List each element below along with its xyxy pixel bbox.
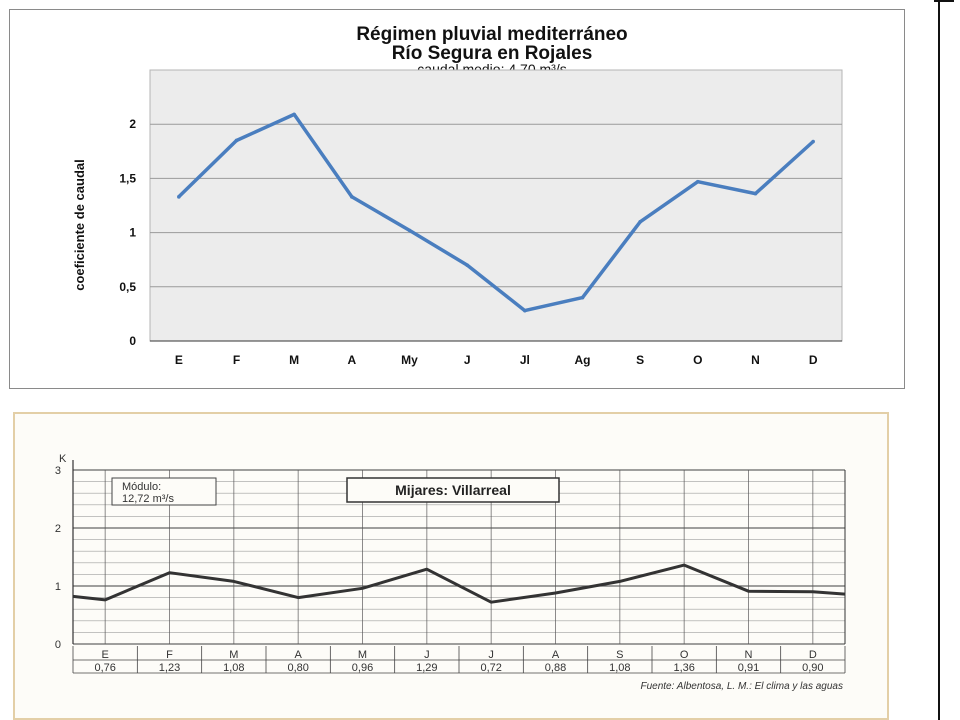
- bottom-x-tick-label: S: [616, 649, 623, 661]
- top-x-tick-labels: E F M A My J Jl Ag S O N D: [175, 353, 818, 367]
- bottom-y-tick-labels: 0 1 2 3: [55, 465, 61, 651]
- top-y-axis-label: coeficiente de caudal: [72, 159, 87, 291]
- bottom-chart-title: Mijares: Villarreal: [395, 482, 511, 498]
- page-top-tick: [934, 0, 954, 2]
- bottom-value-label: 0,91: [738, 662, 759, 674]
- bottom-value-label: 1,08: [223, 662, 244, 674]
- modulo-box: [111, 477, 217, 506]
- top-data-point: [696, 179, 700, 184]
- top-data-point: [523, 308, 527, 313]
- top-series-line: [177, 112, 815, 313]
- bottom-value-label: 0,80: [287, 662, 308, 674]
- bottom-value-label: 0,76: [94, 662, 115, 674]
- top-x-tick-label: M: [289, 353, 299, 367]
- bottom-x-tick-label: J: [488, 649, 494, 661]
- top-x-tick-label: D: [809, 353, 818, 367]
- top-data-point: [407, 228, 412, 233]
- bottom-value-label: 0,72: [480, 662, 501, 674]
- top-data-point: [465, 263, 469, 267]
- bottom-title-box: [346, 477, 560, 503]
- bottom-x-tick-label: E: [101, 649, 108, 661]
- modulo-value: 12,72 m³/s: [122, 493, 174, 505]
- bottom-chart-panel: 0 1 2 3 K Módulo: 12,72 m³/s Mijares: Villa…: [13, 412, 889, 720]
- top-x-tick-label: Jl: [520, 353, 530, 367]
- top-x-tick-label: E: [175, 353, 183, 367]
- top-chart-svg: Régimen pluvial mediterráneo Río Segura …: [72, 24, 843, 367]
- bottom-value-label: 1,29: [416, 662, 437, 674]
- top-chart-panel: Régimen pluvial mediterráneo Río Segura …: [9, 9, 905, 389]
- bottom-chart-svg: 0 1 2 3 K Módulo: 12,72 m³/s Mijares: Villa…: [55, 453, 846, 692]
- bottom-x-tick-label: A: [552, 649, 560, 661]
- bottom-value-label: 1,08: [609, 662, 630, 674]
- bottom-y-axis-letter: K: [59, 453, 67, 465]
- bottom-value-table: E0,76F1,23M1,08A0,80M0,96J1,29J0,72A0,88…: [72, 646, 846, 674]
- bottom-x-tick-label: O: [680, 649, 689, 661]
- top-data-point: [811, 139, 815, 144]
- top-y-tick-label: 0,5: [119, 280, 136, 294]
- bottom-x-tick-label: J: [424, 649, 430, 661]
- bottom-value-label: 0,96: [352, 662, 373, 674]
- top-series-points: [177, 112, 815, 313]
- top-data-point: [580, 295, 585, 300]
- top-y-tick-label: 1: [129, 226, 136, 240]
- bottom-x-tick-label: M: [358, 649, 367, 661]
- bottom-value-label: 0,90: [802, 662, 823, 674]
- top-y-tick-label: 0: [129, 334, 136, 348]
- top-plot-area: [149, 69, 843, 342]
- top-data-point: [177, 195, 181, 199]
- top-x-tick-label: My: [401, 353, 418, 367]
- bottom-y-tick-label: 0: [55, 639, 61, 651]
- top-data-point: [350, 195, 354, 199]
- bottom-value-label: 0,88: [545, 662, 566, 674]
- modulo-label: Módulo:: [122, 481, 161, 493]
- bottom-value-label: 1,36: [673, 662, 694, 674]
- top-x-tick-label: S: [636, 353, 644, 367]
- bottom-y-tick-label: 2: [55, 523, 61, 535]
- bottom-x-tick-label: M: [229, 649, 238, 661]
- top-x-tick-label: O: [693, 353, 702, 367]
- bottom-series-line: [72, 563, 846, 604]
- top-data-point: [753, 191, 758, 196]
- bottom-y-tick-label: 1: [55, 581, 61, 593]
- top-x-tick-label: J: [464, 353, 471, 367]
- bottom-x-tick-label: F: [166, 649, 173, 661]
- bottom-y-tick-label: 3: [55, 465, 61, 477]
- top-data-point: [292, 112, 296, 117]
- bottom-x-tick-label: A: [294, 649, 302, 661]
- top-x-tick-label: A: [347, 353, 356, 367]
- bottom-x-tick-label: D: [809, 649, 817, 661]
- bottom-source-note: Fuente: Albentosa, L. M.: El clima y las…: [640, 681, 843, 692]
- top-x-tick-label: F: [233, 353, 240, 367]
- top-y-tick-label: 1,5: [119, 171, 136, 185]
- bottom-x-tick-label: N: [745, 649, 753, 661]
- bottom-value-label: 1,23: [159, 662, 180, 674]
- top-x-tick-label: Ag: [575, 353, 591, 367]
- top-chart-title-line2: Río Segura en Rojales: [392, 43, 593, 64]
- top-data-point: [638, 219, 642, 224]
- top-y-tick-label: 2: [129, 117, 136, 131]
- top-chart-title-line1: Régimen pluvial mediterráneo: [356, 24, 627, 45]
- top-x-tick-label: N: [751, 353, 760, 367]
- top-y-tick-labels: 0 0,5 1 1,5 2: [119, 117, 136, 348]
- top-data-point: [234, 138, 239, 143]
- page-right-rule: [938, 0, 940, 720]
